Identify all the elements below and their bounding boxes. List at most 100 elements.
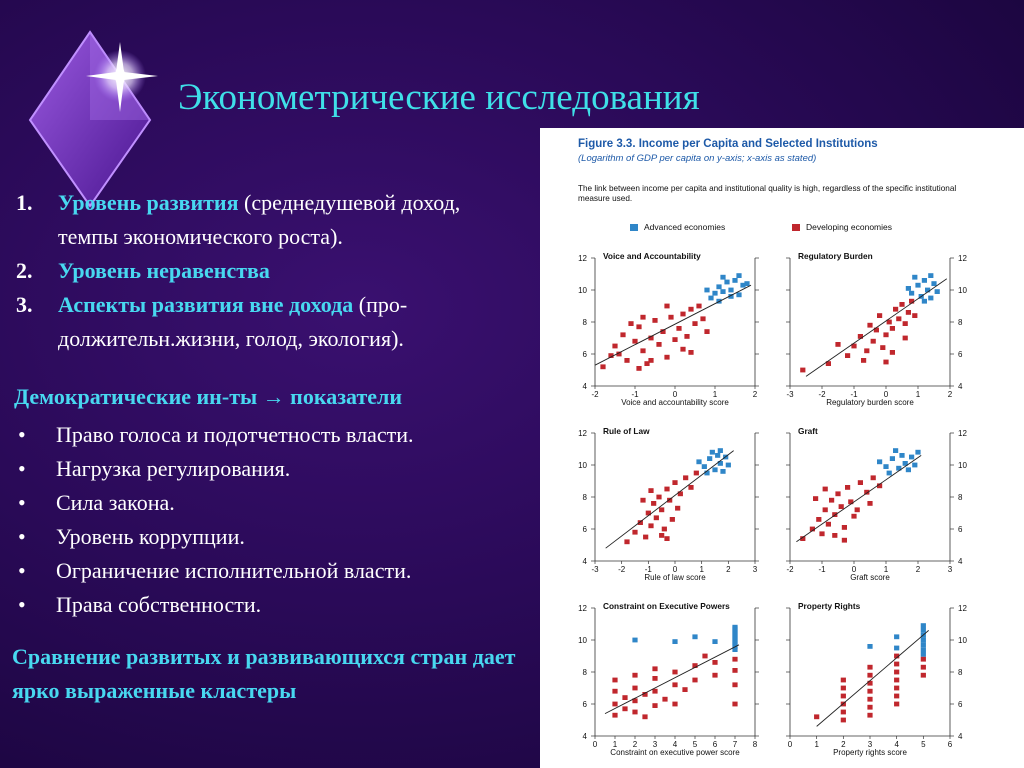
developing-point [664,486,670,492]
x-tick-label: 3 [868,740,873,749]
developing-point [632,685,638,691]
x-tick-label: 3 [753,565,758,574]
developing-point [644,361,650,366]
developing-point [732,656,738,662]
developing-point [845,353,851,358]
y-tick-label: 4 [583,732,588,741]
developing-point [643,534,649,540]
developing-point [851,513,857,519]
advanced-point [701,464,707,469]
y-tick-label: 8 [958,493,963,502]
developing-point [664,303,670,309]
developing-point [732,668,738,673]
y-tick-label: 10 [958,461,967,470]
developing-point [612,677,618,683]
advanced-point [672,639,678,644]
developing-point [712,672,718,678]
developing-point [632,338,638,344]
developing-point [899,302,905,307]
y-tick-label: 12 [958,604,967,613]
advanced-point [696,459,702,465]
advanced-point [920,647,926,652]
developing-point [894,693,900,699]
developing-point [920,664,926,670]
developing-point [920,656,926,662]
developing-point [608,353,614,358]
figure-title: Figure 3.3. Income per Capita and Select… [578,138,878,150]
developing-point [813,496,819,501]
advanced-point [920,652,926,657]
developing-point [809,526,815,532]
panel-title: Voice and Accountability [603,251,701,261]
developing-point [652,703,658,708]
advanced-point [732,631,738,636]
advanced-point [909,454,915,460]
developing-point [667,497,673,503]
x-tick-label: -1 [645,565,653,574]
x-tick-label: -2 [818,390,826,399]
developing-point [822,486,828,492]
developing-point [851,343,857,349]
developing-point [624,539,630,545]
developing-point [712,660,718,665]
developing-point [894,653,900,659]
x-tick-label: 2 [726,565,731,574]
trend-line [604,644,740,715]
developing-point [902,321,908,326]
developing-point [652,688,658,694]
y-tick-label: 4 [583,382,588,391]
developing-point [883,359,889,365]
advanced-point [909,290,915,296]
developing-point [840,693,846,699]
developing-point [672,682,678,688]
developing-point [857,334,863,339]
y-tick-label: 6 [958,700,963,709]
advanced-point [732,278,738,283]
legend-label: Advanced economies [644,222,726,232]
developing-point [829,497,835,503]
developing-point [696,303,702,309]
y-tick-label: 8 [583,318,588,327]
developing-point [877,313,883,318]
y-tick-label: 6 [583,525,588,534]
advanced-point [720,469,726,474]
advanced-point [899,453,905,458]
advanced-point [708,295,714,301]
advanced-point [704,470,710,476]
developing-point [894,677,900,683]
developing-point [682,687,688,692]
advanced-point [740,282,746,288]
x-tick-label: 5 [693,740,698,749]
developing-point [636,366,642,371]
advanced-point [894,634,900,640]
list-item-highlight: Уровень развития [58,190,239,215]
x-axis-label: Voice and accountability score [621,398,729,407]
developing-point [652,318,658,323]
developing-point [622,695,628,700]
legend-swatch-developing [792,224,800,232]
x-tick-label: -2 [786,565,794,574]
developing-point [612,712,618,718]
bullet-item: Права собственности. [14,588,414,622]
developing-point [648,488,654,493]
y-tick-label: 12 [578,254,587,263]
x-tick-label: 2 [753,390,758,399]
advanced-point [883,464,889,469]
advanced-point [886,470,892,476]
developing-point [819,531,825,537]
advanced-point [931,281,937,286]
advanced-point [921,298,927,304]
list-item: 2. Уровень неравенства [16,258,270,283]
y-tick-label: 12 [958,429,967,438]
developing-point [835,491,841,497]
developing-point [854,507,860,513]
advanced-point [893,448,899,453]
developing-point [659,507,665,513]
developing-point [669,517,675,522]
advanced-point [712,639,718,644]
x-tick-label: 0 [673,565,678,574]
democratic-heading: Демократические ин-ты → показатели [14,384,403,409]
bullet-item: Нагрузка регулирования. [14,452,414,486]
developing-point [867,664,873,670]
developing-point [894,669,900,675]
